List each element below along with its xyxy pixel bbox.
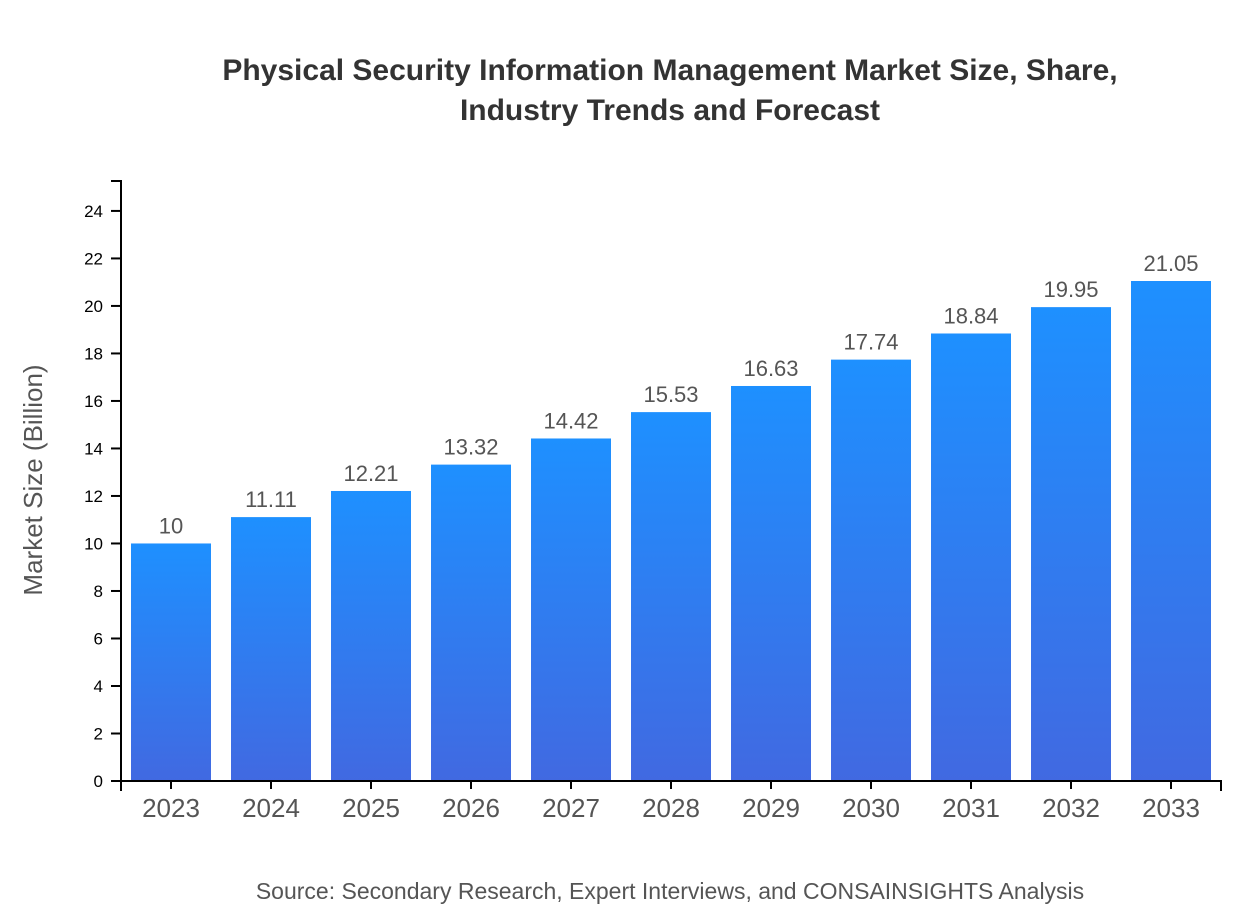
x-tick-label-2027: 2027 xyxy=(542,793,600,823)
bar-2023 xyxy=(131,543,211,781)
y-tick-label: 20 xyxy=(84,297,103,316)
chart-title-line-1: Physical Security Information Management… xyxy=(222,54,1117,87)
y-tick-label: 0 xyxy=(94,772,103,791)
bar-2031 xyxy=(931,333,1011,781)
data-label-2028: 15.53 xyxy=(643,382,698,407)
bar-2024 xyxy=(231,517,311,781)
y-tick-label: 14 xyxy=(84,439,103,458)
y-tick-label: 12 xyxy=(84,487,103,506)
x-tick-label-2030: 2030 xyxy=(842,793,900,823)
y-tick-label: 8 xyxy=(94,582,103,601)
data-label-2029: 16.63 xyxy=(743,356,798,381)
bar-2026 xyxy=(431,464,511,781)
data-label-2026: 13.32 xyxy=(443,435,498,460)
data-label-2032: 19.95 xyxy=(1043,277,1098,302)
y-tick-label: 4 xyxy=(94,677,103,696)
data-label-2023: 10 xyxy=(159,513,183,538)
data-label-2031: 18.84 xyxy=(943,303,998,328)
x-tick-label-2029: 2029 xyxy=(742,793,800,823)
bar-2027 xyxy=(531,438,611,781)
chart-title-line-2: Industry Trends and Forecast xyxy=(460,94,880,127)
y-tick-label: 22 xyxy=(84,249,103,268)
bar-2030 xyxy=(831,359,911,781)
bar-2033 xyxy=(1131,281,1211,781)
data-label-2025: 12.21 xyxy=(343,461,398,486)
x-tick-label-2032: 2032 xyxy=(1042,793,1100,823)
data-label-2033: 21.05 xyxy=(1143,251,1198,276)
y-tick-label: 2 xyxy=(94,724,103,743)
x-axis-line xyxy=(120,780,1222,791)
data-label-2030: 17.74 xyxy=(843,330,898,355)
x-tick-label-2031: 2031 xyxy=(942,793,1000,823)
x-tick-label-2028: 2028 xyxy=(642,793,700,823)
y-tick-label: 16 xyxy=(84,392,103,411)
bar-2028 xyxy=(631,412,711,781)
bar-2025 xyxy=(331,490,411,781)
source-note: Source: Secondary Research, Expert Inter… xyxy=(256,878,1084,904)
y-tick-label: 18 xyxy=(84,344,103,363)
x-tick-label-2033: 2033 xyxy=(1142,793,1200,823)
x-tick-label-2023: 2023 xyxy=(142,793,200,823)
data-label-2024: 11.11 xyxy=(245,487,297,512)
bar-2032 xyxy=(1031,307,1111,781)
y-tick-label: 6 xyxy=(94,629,103,648)
x-tick-label-2024: 2024 xyxy=(242,793,300,823)
x-tick-label-2025: 2025 xyxy=(342,793,400,823)
y-tick-label: 10 xyxy=(84,534,103,553)
y-axis-line xyxy=(111,180,122,782)
y-tick-label: 24 xyxy=(84,202,103,221)
bar-2029 xyxy=(731,385,811,781)
data-label-2027: 14.42 xyxy=(543,408,598,433)
y-axis-label: Market Size (Billion) xyxy=(18,364,48,595)
x-tick-label-2026: 2026 xyxy=(442,793,500,823)
